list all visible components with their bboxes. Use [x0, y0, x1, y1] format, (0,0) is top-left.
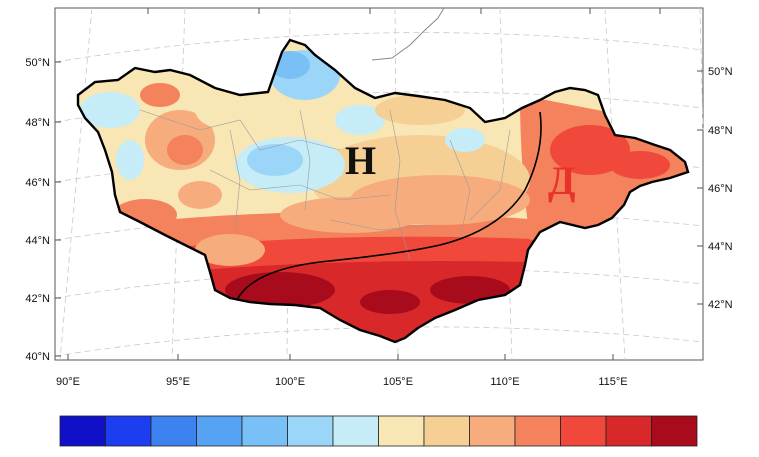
- lon-label: 90°E: [56, 376, 80, 388]
- lat-label-right: 50°N: [708, 66, 733, 78]
- neighbour-border-line: [371, 7, 445, 61]
- colorbar-cell: [560, 415, 607, 447]
- colorbar-cell: [287, 415, 334, 447]
- colorbar-cell: [332, 415, 379, 447]
- lat-label-left: 44°N: [25, 235, 50, 247]
- lat-label-left: 46°N: [25, 177, 50, 189]
- colorbar-cell: [196, 415, 243, 447]
- region-label-north: Н: [345, 138, 376, 183]
- region-divider-line: [237, 111, 542, 299]
- lat-label-left: 50°N: [25, 57, 50, 69]
- colorbar-cell: [514, 415, 561, 447]
- lat-label-left: 40°N: [25, 351, 50, 363]
- lon-labels: 90°E 95°E 100°E 105°E 110°E 115°E: [56, 376, 628, 388]
- colorbar-cell: [105, 415, 152, 447]
- lon-label: 110°E: [490, 376, 519, 388]
- lat-label-right: 48°N: [708, 125, 733, 137]
- colorbar-cell: [378, 415, 425, 447]
- lon-label: 100°E: [275, 376, 305, 388]
- colorbar-cell: [241, 415, 288, 447]
- lon-label: 115°E: [598, 376, 627, 388]
- colorbar-cell: [651, 415, 698, 447]
- lon-label: 95°E: [166, 376, 190, 388]
- lat-label-left: 42°N: [25, 293, 50, 305]
- lat-label-left: 48°N: [25, 117, 50, 129]
- colorbar-cell: [469, 415, 516, 447]
- colorbar-cell: [605, 415, 652, 447]
- lon-label: 105°E: [383, 376, 413, 388]
- colorbar-cell: [423, 415, 470, 447]
- admin-boundaries: [139, 109, 511, 261]
- lat-label-right: 46°N: [708, 183, 733, 195]
- country-outline: [76, 38, 690, 344]
- colorbar: [59, 415, 698, 447]
- colorbar-cell: [59, 415, 106, 447]
- tick-marks: [55, 8, 703, 360]
- lat-labels-right: 50°N 48°N 46°N 44°N 42°N: [708, 66, 733, 311]
- region-label-south: Д: [548, 158, 576, 203]
- colorbar-cell: [150, 415, 197, 447]
- lat-labels-left: 50°N 48°N 46°N 44°N 42°N 40°N: [25, 57, 50, 363]
- lat-label-right: 44°N: [708, 241, 733, 253]
- lat-label-right: 42°N: [708, 299, 733, 311]
